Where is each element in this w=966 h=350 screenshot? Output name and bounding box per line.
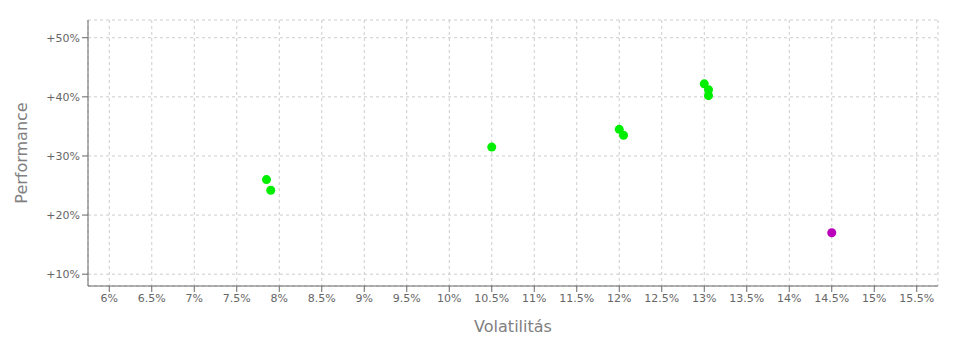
svg-text:12%: 12%	[607, 292, 631, 305]
svg-text:12.5%: 12.5%	[644, 292, 679, 305]
svg-text:+20%: +20%	[46, 209, 80, 222]
svg-text:+30%: +30%	[46, 150, 80, 163]
svg-text:10%: 10%	[437, 292, 461, 305]
svg-text:13%: 13%	[692, 292, 716, 305]
svg-text:6.5%: 6.5%	[138, 292, 166, 305]
svg-text:7.5%: 7.5%	[223, 292, 251, 305]
svg-text:7%: 7%	[186, 292, 203, 305]
svg-text:9%: 9%	[356, 292, 373, 305]
svg-text:15.5%: 15.5%	[899, 292, 934, 305]
svg-text:14%: 14%	[777, 292, 801, 305]
svg-text:+50%: +50%	[46, 32, 80, 45]
svg-text:10.5%: 10.5%	[474, 292, 509, 305]
svg-text:14.5%: 14.5%	[814, 292, 849, 305]
svg-text:15%: 15%	[862, 292, 886, 305]
svg-text:6%: 6%	[101, 292, 118, 305]
svg-text:8.5%: 8.5%	[308, 292, 336, 305]
svg-text:8%: 8%	[271, 292, 288, 305]
svg-text:11%: 11%	[522, 292, 546, 305]
svg-text:13.5%: 13.5%	[729, 292, 764, 305]
svg-text:11.5%: 11.5%	[559, 292, 594, 305]
svg-text:+10%: +10%	[46, 268, 80, 281]
svg-text:9.5%: 9.5%	[393, 292, 421, 305]
svg-text:Volatilitás: Volatilitás	[474, 317, 552, 336]
svg-text:+40%: +40%	[46, 91, 80, 104]
svg-text:Performance: Performance	[12, 102, 31, 203]
